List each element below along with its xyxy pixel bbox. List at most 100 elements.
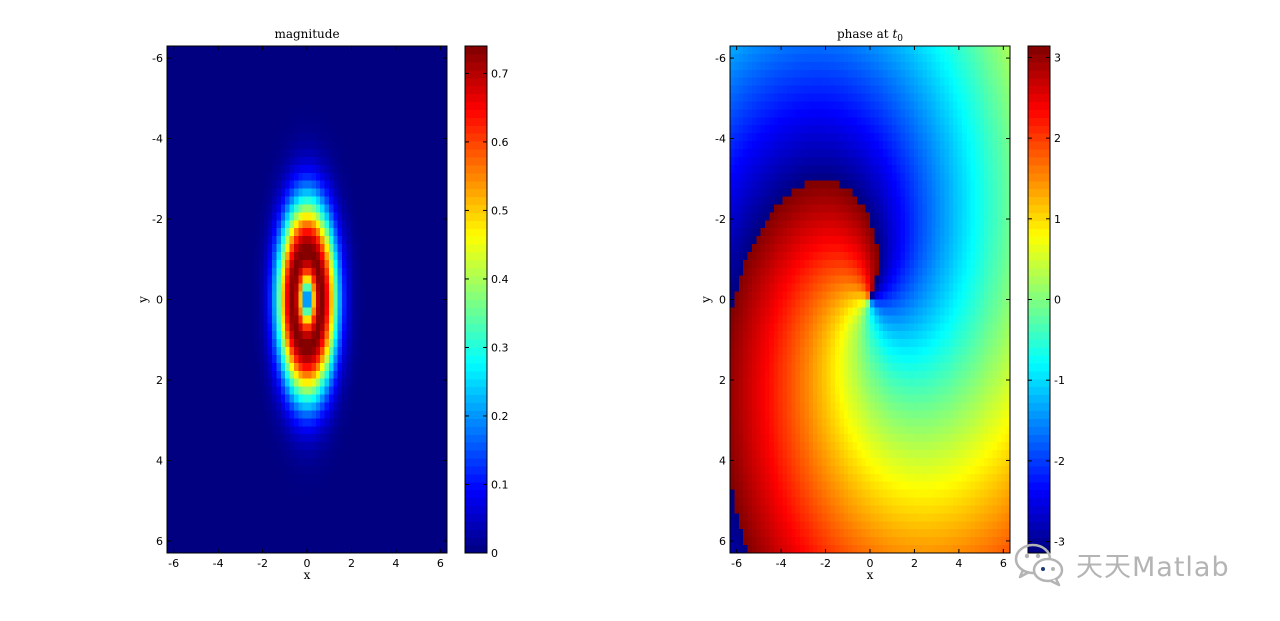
heatmap-cell xyxy=(210,489,216,499)
heatmap-cell xyxy=(215,133,221,142)
heatmap-cell xyxy=(258,386,264,396)
heatmap-cell xyxy=(368,378,374,388)
heatmap-cell xyxy=(245,93,251,103)
heatmap-cell xyxy=(276,481,282,491)
heatmap-cell xyxy=(350,378,356,388)
heatmap-cell xyxy=(241,172,247,182)
heatmap-cell xyxy=(407,125,413,134)
heatmap-cell xyxy=(363,204,369,213)
heatmap-cell xyxy=(756,61,762,71)
heatmap-cell xyxy=(324,426,330,435)
heatmap-cell xyxy=(438,339,444,348)
heatmap-cell xyxy=(333,457,339,467)
heatmap-cell xyxy=(940,133,945,142)
heatmap-cell xyxy=(416,521,422,530)
heatmap-cell xyxy=(918,109,924,118)
heatmap-cell xyxy=(237,434,242,443)
heatmap-cell xyxy=(219,505,225,514)
heatmap-cell xyxy=(438,77,444,87)
heatmap-cell xyxy=(315,347,321,356)
heatmap-cell xyxy=(350,85,356,95)
heatmap-cell xyxy=(228,101,234,110)
heatmap-cell xyxy=(184,362,190,372)
heatmap-cell xyxy=(773,46,779,55)
heatmap-cell xyxy=(913,53,919,63)
heatmap-cell xyxy=(407,251,413,261)
heatmap-cell xyxy=(215,228,221,237)
heatmap-cell xyxy=(359,481,365,491)
heatmap-cell xyxy=(167,117,172,126)
heatmap-cell xyxy=(175,164,181,174)
heatmap-cell xyxy=(228,418,234,427)
heatmap-cell xyxy=(800,133,805,142)
heatmap-cell xyxy=(346,323,352,332)
heatmap-cell xyxy=(320,513,326,522)
x-tick-label: -2 xyxy=(257,557,268,570)
heatmap-cell xyxy=(250,251,256,261)
heatmap-cell xyxy=(372,275,378,285)
heatmap-cell xyxy=(232,362,238,372)
heatmap-cell xyxy=(835,133,840,142)
heatmap-cell xyxy=(425,497,431,507)
heatmap-cell xyxy=(350,339,356,348)
heatmap-cell xyxy=(285,133,291,142)
heatmap-cell xyxy=(403,46,409,55)
heatmap-cell xyxy=(337,156,343,166)
heatmap-cell xyxy=(368,434,374,443)
heatmap-cell xyxy=(407,291,413,301)
heatmap-cell xyxy=(171,537,177,546)
heatmap-cell xyxy=(852,61,858,71)
heatmap-cell xyxy=(403,386,409,396)
heatmap-cell xyxy=(381,291,387,301)
heatmap-cell xyxy=(320,164,326,174)
heatmap-cell xyxy=(258,410,264,419)
heatmap-cell xyxy=(188,529,194,538)
heatmap-cell xyxy=(188,426,194,435)
heatmap-cell xyxy=(250,315,256,324)
heatmap-cell xyxy=(368,505,374,514)
heatmap-cell xyxy=(307,53,312,63)
heatmap-cell xyxy=(289,315,295,324)
heatmap-cell xyxy=(202,228,207,237)
heatmap-cell xyxy=(926,53,932,63)
heatmap-cell xyxy=(245,347,251,356)
heatmap-cell xyxy=(429,299,435,309)
heatmap-cell xyxy=(315,93,321,103)
heatmap-cell xyxy=(245,434,251,443)
heatmap-cell xyxy=(254,481,260,491)
heatmap-cell xyxy=(285,418,291,427)
heatmap-cell xyxy=(328,164,334,174)
heatmap-cell xyxy=(197,228,203,237)
heatmap-cell xyxy=(363,489,369,499)
heatmap-cell xyxy=(948,77,954,87)
heatmap-cell xyxy=(429,188,435,198)
heatmap-cell xyxy=(350,212,356,221)
heatmap-cell xyxy=(315,196,321,206)
heatmap-cell xyxy=(394,53,400,63)
heatmap-cell xyxy=(180,77,186,87)
heatmap-cell xyxy=(223,275,229,285)
heatmap-cell xyxy=(983,109,989,118)
heatmap-cell xyxy=(280,426,286,435)
heatmap-cell xyxy=(429,418,435,427)
heatmap-cell xyxy=(232,164,238,174)
heatmap-cell xyxy=(267,259,273,269)
heatmap-cell xyxy=(241,212,247,221)
heatmap-cell xyxy=(433,141,439,150)
heatmap-cell xyxy=(276,362,282,372)
heatmap-cell xyxy=(324,315,330,324)
heatmap-cell xyxy=(342,521,347,530)
heatmap-cell xyxy=(215,315,221,324)
heatmap-cell xyxy=(355,148,361,158)
heatmap-cell xyxy=(241,386,247,396)
heatmap-cell xyxy=(861,109,867,118)
heatmap-cell xyxy=(909,125,915,134)
heatmap-cell xyxy=(385,236,391,245)
heatmap-cell xyxy=(795,109,801,118)
heatmap-cell xyxy=(394,347,400,356)
heatmap-cell xyxy=(202,69,207,79)
heatmap-cell xyxy=(337,394,343,404)
heatmap-cell xyxy=(813,109,819,118)
heatmap-cell xyxy=(311,164,317,174)
